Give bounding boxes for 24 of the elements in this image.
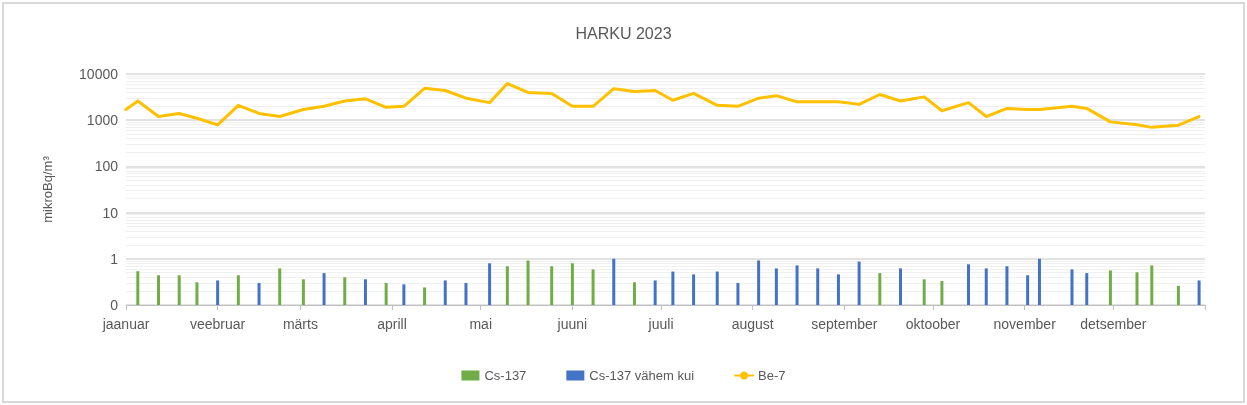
x-tick-label: detsember xyxy=(1080,316,1147,332)
y-tick-label: 1 xyxy=(110,250,119,267)
y-tick-label: 100 xyxy=(94,158,119,175)
x-tick-label: juuni xyxy=(556,316,588,332)
x-tick-label: august xyxy=(731,316,774,332)
line-series xyxy=(124,82,1201,129)
y-tick-label: 10000 xyxy=(79,66,119,82)
legend-label: Cs-137 vähem kui xyxy=(589,368,695,383)
x-tick-label: juuli xyxy=(647,316,674,332)
x-tick-label: mai xyxy=(469,316,493,332)
legend-label: Cs-137 xyxy=(484,368,527,383)
x-tick-label: märts xyxy=(282,316,318,332)
legend-label: Be-7 xyxy=(758,368,786,383)
x-tick-label: veebruar xyxy=(190,316,246,332)
x-tick-label: aprill xyxy=(377,316,407,332)
x-tick-label: jaanuar xyxy=(101,316,150,332)
y-tick-label: 10 xyxy=(102,204,119,221)
y-tick-label: 0 xyxy=(110,297,119,313)
y-axis-title: mikroBq/m³ xyxy=(40,155,55,223)
y-tick-label: 1000 xyxy=(86,112,119,129)
chart-title: HARKU 2023 xyxy=(575,24,672,42)
x-tick-label: november xyxy=(993,316,1057,332)
x-tick-label: oktoober xyxy=(905,316,961,332)
x-tick-label: september xyxy=(811,316,878,332)
